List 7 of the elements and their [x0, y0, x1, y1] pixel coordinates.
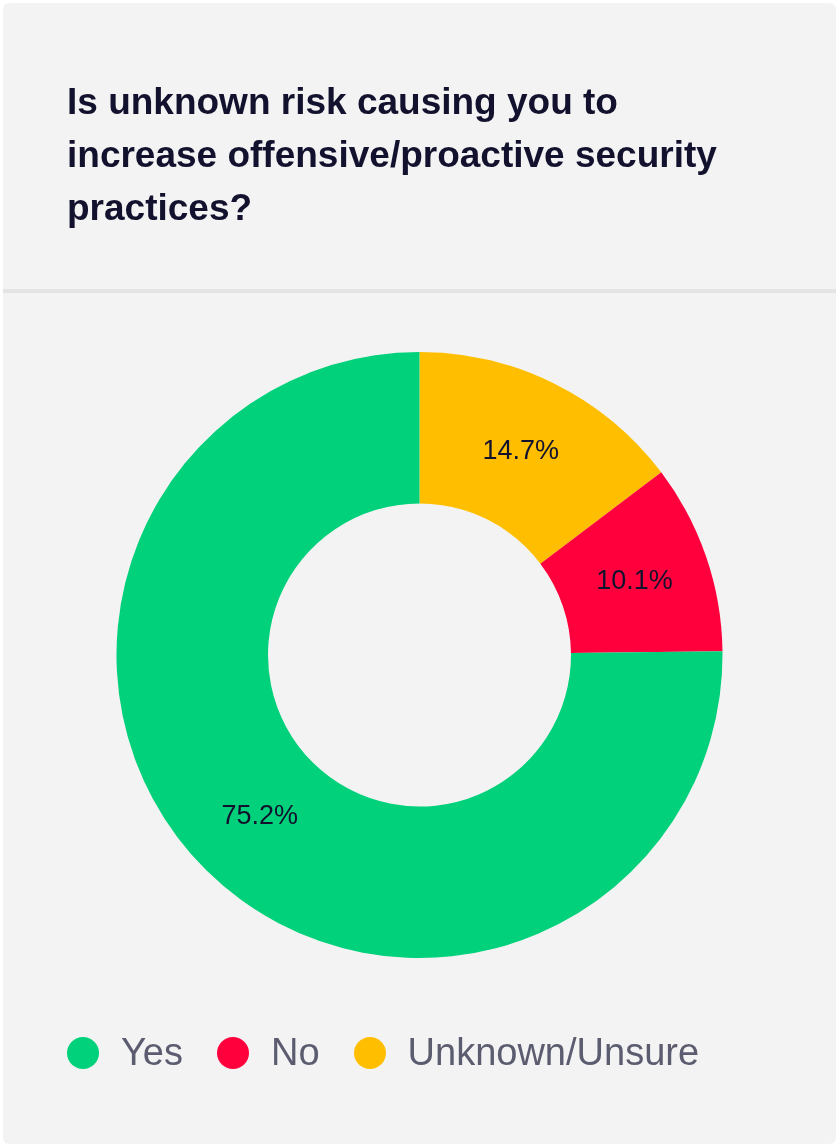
chart-title: Is unknown risk causing you to increase offensive/proactive security practices?	[67, 80, 718, 230]
legend-label: Yes	[121, 1031, 183, 1074]
data-label: 14.7%	[482, 435, 560, 466]
legend-label: Unknown/Unsure	[407, 1031, 700, 1074]
legend-label: No	[271, 1031, 320, 1074]
data-label: 10.1%	[596, 564, 673, 595]
data-label: 75.2%	[221, 800, 299, 831]
